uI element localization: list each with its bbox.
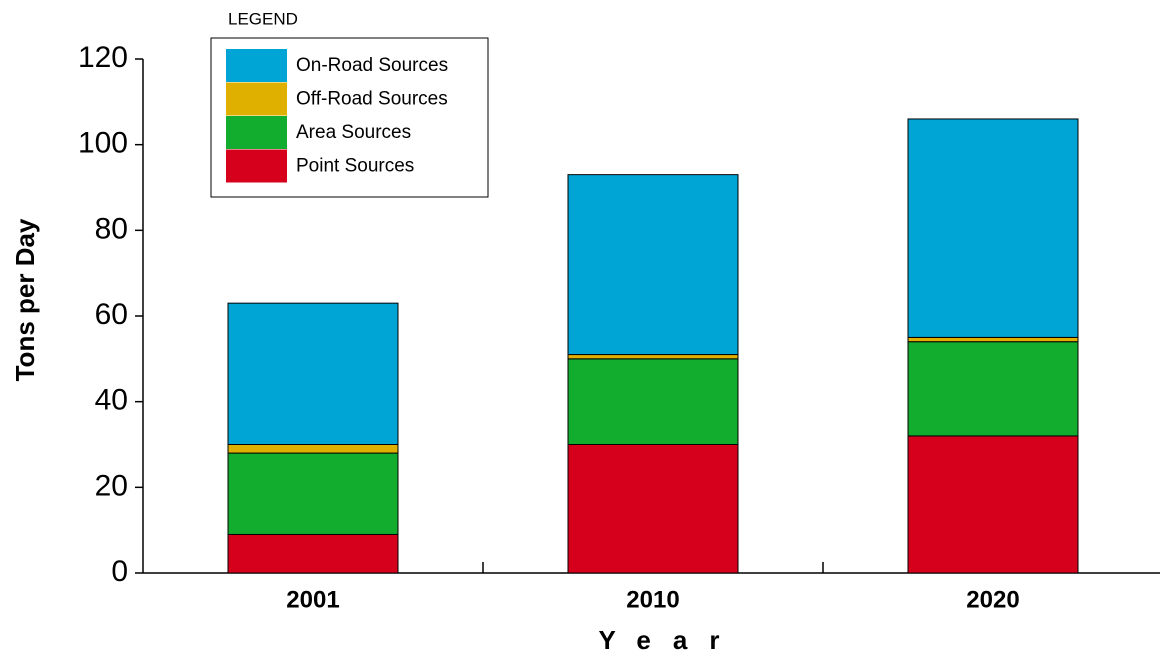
bar-segment	[907, 336, 1079, 343]
y-tick-label: 100	[78, 127, 128, 160]
y-tick-label: 120	[78, 41, 128, 74]
legend-title: LEGEND	[228, 9, 298, 28]
y-axis-label: Tons per Day	[10, 218, 40, 381]
bar-segment	[567, 174, 739, 356]
legend-swatch	[226, 82, 287, 116]
bar-segment	[227, 533, 399, 574]
legend-swatch	[226, 116, 287, 149]
legend-label: Off-Road Sources	[296, 89, 448, 110]
legend-label: On-Road Sources	[296, 55, 448, 76]
bar-segment	[567, 358, 739, 446]
bar-segment	[907, 435, 1079, 574]
bar-segment	[227, 452, 399, 535]
bar-segment	[907, 341, 1079, 437]
bar-segment	[227, 302, 399, 445]
y-tick-label: 60	[95, 298, 128, 331]
legend-label: Point Sources	[296, 156, 414, 177]
x-tick-label: 2010	[626, 586, 679, 613]
bar-segment	[907, 118, 1079, 338]
legend-label: Area Sources	[296, 122, 411, 143]
bar-segment	[227, 444, 399, 454]
x-tick-label: 2020	[966, 586, 1019, 613]
bar-segment	[567, 444, 739, 574]
legend-swatch	[226, 149, 287, 183]
y-tick-label: 40	[95, 384, 128, 417]
x-tick-label: 2001	[286, 586, 339, 613]
legend-swatch	[226, 49, 287, 82]
x-axis-label: Year	[599, 625, 742, 655]
y-tick-label: 80	[95, 212, 128, 245]
y-tick-label: 20	[95, 469, 128, 502]
bar-segment	[567, 354, 739, 360]
y-tick-label: 0	[111, 555, 128, 588]
